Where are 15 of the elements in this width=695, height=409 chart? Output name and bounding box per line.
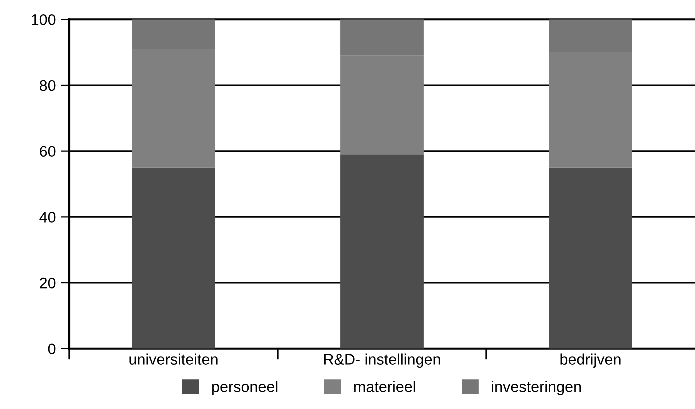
y-tick-label: 20: [40, 278, 56, 289]
legend-label: materieel: [354, 381, 416, 392]
y-tick-label: 100: [32, 14, 56, 26]
x-tick-label: R&D- instellingen: [324, 354, 440, 368]
legend-label: personeel: [212, 381, 278, 396]
x-tick-label: bedrijven: [560, 354, 621, 368]
legend-label: investeringen: [492, 381, 582, 396]
x-tick-label: universiteiten: [130, 354, 218, 365]
bar: [340, 154, 424, 349]
y-tick-label: 80: [40, 80, 56, 92]
y-tick-label: 40: [40, 212, 56, 223]
y-tick-label: 60: [40, 146, 56, 158]
y-tick-label: 0: [48, 344, 56, 355]
bar: [132, 168, 216, 349]
bar: [549, 168, 632, 349]
